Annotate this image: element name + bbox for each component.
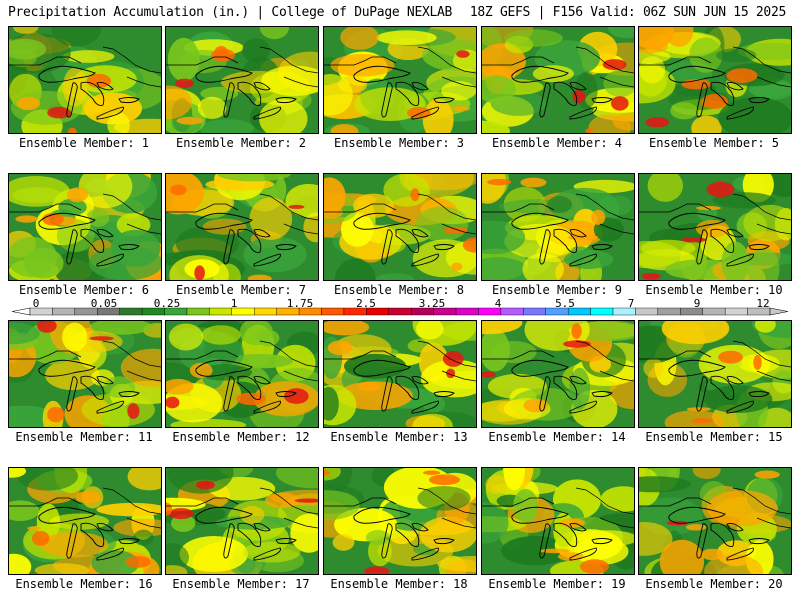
ensemble-map-panel: [8, 26, 162, 134]
precip-field: [9, 321, 161, 427]
legend-color-bin: [321, 307, 345, 316]
legend-tick-label: 0.05: [90, 297, 118, 310]
precip-field: [166, 174, 318, 280]
ensemble-member-label: Ensemble Member: 20: [645, 577, 783, 591]
legend-tick-label: 0: [32, 297, 40, 310]
ensemble-member-label: Ensemble Member: 17: [172, 577, 310, 591]
ensemble-map-panel: [323, 173, 477, 281]
legend-color-bin: [635, 307, 659, 316]
ensemble-member-label: Ensemble Member: 7: [175, 283, 307, 297]
ensemble-map-panel: [481, 173, 635, 281]
ensemble-member-label: Ensemble Member: 5: [648, 136, 780, 150]
ensemble-member-label: Ensemble Member: 11: [15, 430, 153, 444]
precip-field: [324, 174, 476, 280]
legend-tick-label: 5.5: [555, 297, 575, 310]
precip-field: [482, 174, 634, 280]
legend-color-bin: [254, 307, 277, 316]
legend-color-bin: [455, 307, 479, 316]
legend-tick-label: 3.25: [418, 297, 446, 310]
precip-field: [9, 174, 161, 280]
ensemble-map-panel: [165, 467, 319, 575]
ensemble-map-panel: [481, 467, 635, 575]
precip-field: [166, 321, 318, 427]
precip-field: [482, 468, 634, 574]
precip-field: [639, 174, 791, 280]
legend-tick-label: 4: [494, 297, 502, 310]
precip-field: [9, 27, 161, 133]
precip-field: [639, 321, 791, 427]
precip-field: [482, 321, 634, 427]
ensemble-member-label: Ensemble Member: 16: [15, 577, 153, 591]
precip-field: [324, 321, 476, 427]
legend-color-bin: [500, 307, 524, 316]
ensemble-member-label: Ensemble Member: 18: [330, 577, 468, 591]
precip-field: [639, 468, 791, 574]
ensemble-map-panel: [638, 26, 792, 134]
legend-tick-label: 2.5: [356, 297, 376, 310]
ensemble-map-panel: [165, 26, 319, 134]
ensemble-member-label: Ensemble Member: 1: [18, 136, 150, 150]
ensemble-member-label: Ensemble Member: 10: [645, 283, 783, 297]
ensemble-map-panel: [8, 173, 162, 281]
legend-tick-label: 9: [693, 297, 701, 310]
ensemble-map-panel: [481, 26, 635, 134]
map-title: Precipitation Accumulation (in.) | Colle…: [8, 5, 453, 20]
precip-field: [9, 468, 161, 574]
ensemble-map-panel: [8, 320, 162, 428]
legend-color-bin: [388, 307, 412, 316]
precip-field: [166, 27, 318, 133]
legend-tick-label: 1.75: [286, 297, 314, 310]
legend-color-bin: [209, 307, 233, 316]
ensemble-member-label: Ensemble Member: 15: [645, 430, 783, 444]
legend-color-bin: [657, 307, 681, 316]
ensemble-map-panel: [638, 173, 792, 281]
precip-field: [324, 27, 476, 133]
ensemble-member-label: Ensemble Member: 2: [175, 136, 307, 150]
legend-color-bin: [702, 307, 726, 316]
precip-color-legend: [11, 307, 789, 316]
legend-min-arrow: [11, 307, 31, 316]
legend-tick-label: 1: [230, 297, 238, 310]
ensemble-map-panel: [323, 320, 477, 428]
legend-color-bin: [590, 307, 614, 316]
ensemble-member-label: Ensemble Member: 8: [333, 283, 465, 297]
ensemble-map-panel: [323, 26, 477, 134]
ensemble-member-label: Ensemble Member: 9: [491, 283, 623, 297]
ensemble-map-panel: [8, 467, 162, 575]
ensemble-map-panel: [638, 467, 792, 575]
ensemble-map-panel: [165, 173, 319, 281]
model-run-info: 18Z GEFS | F156 Valid: 06Z SUN JUN 15 20…: [469, 5, 786, 20]
legend-color-bin: [523, 307, 546, 316]
precip-field: [166, 468, 318, 574]
ensemble-member-label: Ensemble Member: 13: [330, 430, 468, 444]
ensemble-member-label: Ensemble Member: 3: [333, 136, 465, 150]
precip-field: [639, 27, 791, 133]
ensemble-member-label: Ensemble Member: 19: [488, 577, 626, 591]
precip-field: [482, 27, 634, 133]
legend-color-bin: [119, 307, 143, 316]
ensemble-map-panel: [323, 467, 477, 575]
legend-color-bin: [724, 307, 748, 316]
legend-tick-label: 7: [627, 297, 635, 310]
ensemble-map-panel: [481, 320, 635, 428]
legend-tick-label: 12: [756, 297, 770, 310]
legend-max-arrow: [769, 307, 789, 316]
precip-field: [324, 468, 476, 574]
ensemble-member-label: Ensemble Member: 6: [18, 283, 150, 297]
ensemble-member-label: Ensemble Member: 4: [491, 136, 623, 150]
ensemble-member-label: Ensemble Member: 14: [488, 430, 626, 444]
ensemble-map-panel: [165, 320, 319, 428]
legend-color-bin: [186, 307, 210, 316]
legend-color-bin: [52, 307, 76, 316]
legend-tick-label: 0.25: [153, 297, 181, 310]
ensemble-map-panel: [638, 320, 792, 428]
ensemble-member-label: Ensemble Member: 12: [172, 430, 310, 444]
